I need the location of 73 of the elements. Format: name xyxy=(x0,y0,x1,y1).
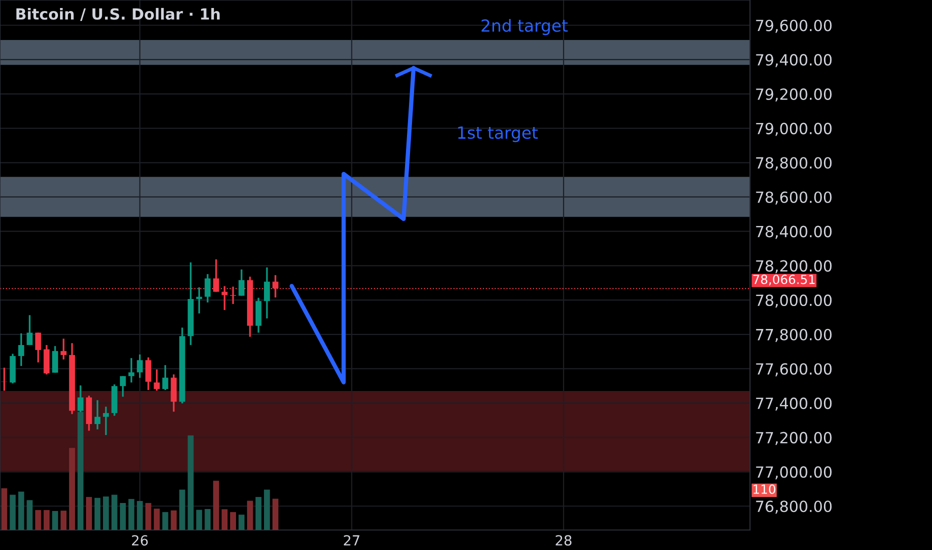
bar xyxy=(230,512,236,530)
bar xyxy=(1,488,8,530)
bar xyxy=(154,508,160,530)
bar xyxy=(213,480,220,530)
bar xyxy=(204,508,211,530)
ref-line-label: 78,066.51 xyxy=(753,274,815,286)
annotation: 2nd target xyxy=(482,18,568,36)
bar xyxy=(111,494,118,530)
chart-title: Bitcoin / U.S. Dollar · 1h xyxy=(16,8,220,21)
bar xyxy=(44,510,50,530)
annotation: 1st target xyxy=(458,126,538,142)
y-tick-label: 77,800.00 xyxy=(756,328,832,342)
bar xyxy=(60,510,67,530)
bar xyxy=(26,500,33,530)
y-tick-label: 79,600.00 xyxy=(756,20,832,33)
bar xyxy=(10,494,16,530)
bar xyxy=(69,448,75,530)
y-tick-label: 79,400.00 xyxy=(756,54,832,68)
candlestick xyxy=(26,314,33,346)
bar xyxy=(94,498,100,530)
bar xyxy=(102,496,109,530)
bar xyxy=(52,511,58,530)
y-tick-label: 77,000.00 xyxy=(756,466,832,480)
candlestick xyxy=(154,368,160,392)
y-tick-label: 77,400.00 xyxy=(756,398,832,411)
candlestick xyxy=(136,354,143,379)
bar xyxy=(136,500,143,530)
y-tick-label: 78,800.00 xyxy=(756,157,832,170)
y-tick-label: 77,200.00 xyxy=(756,432,832,446)
candlestick xyxy=(145,356,152,391)
candlestick xyxy=(238,268,244,297)
y-tick-label: 78,400.00 xyxy=(756,226,832,239)
y-tick-label: 77,600.00 xyxy=(756,363,832,376)
bar xyxy=(222,509,228,530)
bar xyxy=(256,496,262,530)
bar xyxy=(35,510,42,530)
y-tick-label: 76,800.00 xyxy=(756,500,832,514)
bar xyxy=(170,510,177,530)
bar xyxy=(120,502,126,530)
candlestick xyxy=(102,406,109,436)
bar xyxy=(128,498,134,530)
bar xyxy=(264,490,270,530)
bar xyxy=(238,514,244,530)
x-tick-label: 27 xyxy=(344,535,360,546)
x-tick-label: 26 xyxy=(132,535,148,546)
bar xyxy=(179,490,186,530)
y-tick-label: 78,200.00 xyxy=(756,260,832,274)
candlestick xyxy=(18,332,24,367)
candlestick xyxy=(120,375,126,398)
candlestick xyxy=(204,273,211,304)
bar xyxy=(18,492,24,530)
candlestick xyxy=(60,338,67,360)
bar xyxy=(272,498,278,530)
candlestick xyxy=(128,357,134,384)
candlestick xyxy=(264,266,270,320)
text: 110 xyxy=(754,484,776,494)
candlestick xyxy=(162,364,168,391)
candlestick xyxy=(94,399,100,430)
candlestick xyxy=(196,286,202,314)
bar xyxy=(188,435,194,530)
candlestick xyxy=(1,366,8,392)
bar xyxy=(86,496,92,530)
bar xyxy=(145,502,152,530)
candlestick xyxy=(35,332,42,364)
bar xyxy=(247,500,253,530)
candlestick xyxy=(52,345,58,374)
y-tick-label: 79,000.00 xyxy=(756,122,832,136)
y-tick-label: 78,600.00 xyxy=(756,191,832,205)
x-tick-label: 28 xyxy=(556,535,572,546)
bar xyxy=(196,510,202,530)
y-tick-label: 78,000.00 xyxy=(756,294,832,308)
y-tick-label: 79,200.00 xyxy=(756,88,832,102)
bar xyxy=(162,512,168,530)
